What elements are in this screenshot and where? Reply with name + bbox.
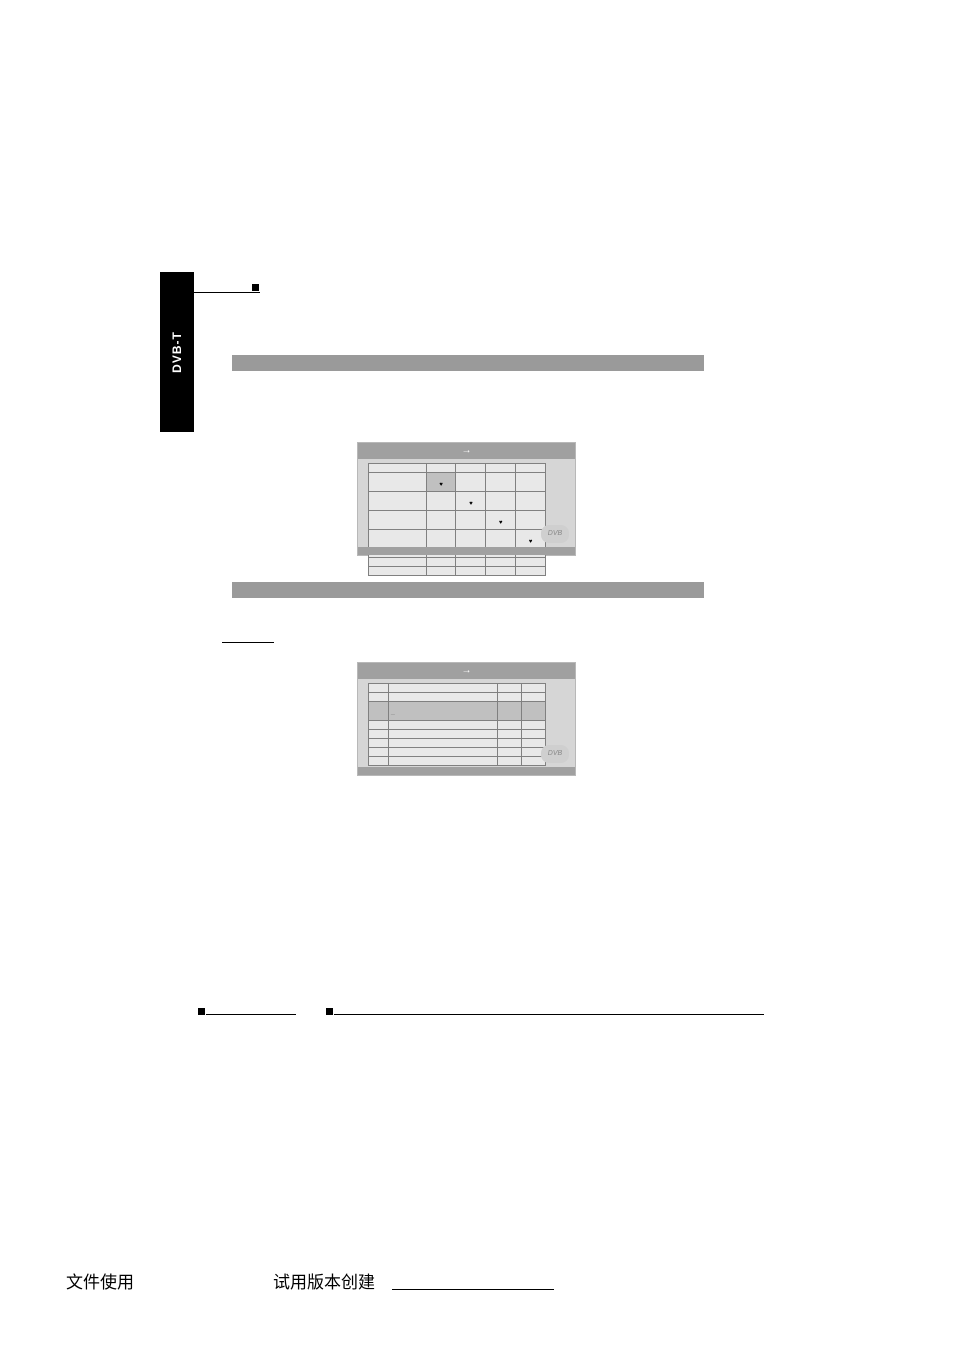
table-row (369, 693, 546, 702)
heart-icon: ♥ (516, 539, 545, 545)
heart-icon: ♥ (486, 520, 515, 526)
footer-text-center: 试用版本创建 (273, 1268, 375, 1293)
header-bullet-icon (252, 284, 259, 291)
table-row (369, 567, 546, 576)
table-row: ♥ (369, 492, 546, 511)
heart-icon: ♥ (427, 482, 456, 488)
osd-footerbar (358, 767, 575, 775)
osd-channel-table: — (368, 683, 546, 766)
table-row (369, 748, 546, 757)
section-heading-bar-2 (232, 582, 704, 598)
table-row: ♥ (369, 530, 546, 549)
footer-bullet-icon (326, 1008, 333, 1015)
text-underline (222, 642, 274, 643)
osd-screenshot-favourites-grid: → ♥ ♥ ♥ ♥ DVB (357, 442, 576, 556)
table-row (369, 721, 546, 730)
footer-text-left: 文件使用 (66, 1268, 134, 1293)
heart-icon: ♥ (456, 501, 485, 507)
footer-underline-1 (206, 1014, 296, 1015)
osd-footerbar (358, 547, 575, 555)
table-row (369, 684, 546, 693)
table-row (369, 757, 546, 766)
header-underline (194, 292, 260, 293)
table-row: ♥ (369, 473, 546, 492)
side-tab-label: DVB-T (170, 331, 184, 373)
arrow-right-icon: → (462, 446, 472, 456)
osd-screenshot-channel-list: → — DVB (357, 662, 576, 776)
footer-bullet-icon (198, 1008, 205, 1015)
table-row: ♥ (369, 511, 546, 530)
table-row (369, 739, 546, 748)
osd-favourites-table: ♥ ♥ ♥ ♥ (368, 463, 546, 576)
table-row (369, 464, 546, 473)
footer-underline-2 (334, 1014, 764, 1015)
dvb-logo-icon: DVB (541, 745, 569, 763)
arrow-right-icon: → (462, 666, 472, 676)
table-row (369, 730, 546, 739)
row-marker: — (389, 711, 395, 716)
table-row: — (369, 702, 546, 721)
footer-link-underline (392, 1289, 554, 1290)
osd-titlebar: → (358, 443, 575, 459)
dvb-logo-icon: DVB (541, 525, 569, 543)
section-heading-bar-1 (232, 355, 704, 371)
manual-page: DVB-T → ♥ ♥ ♥ ♥ DVB → — (0, 0, 954, 1351)
osd-titlebar: → (358, 663, 575, 679)
table-row (369, 558, 546, 567)
side-tab: DVB-T (160, 272, 194, 432)
